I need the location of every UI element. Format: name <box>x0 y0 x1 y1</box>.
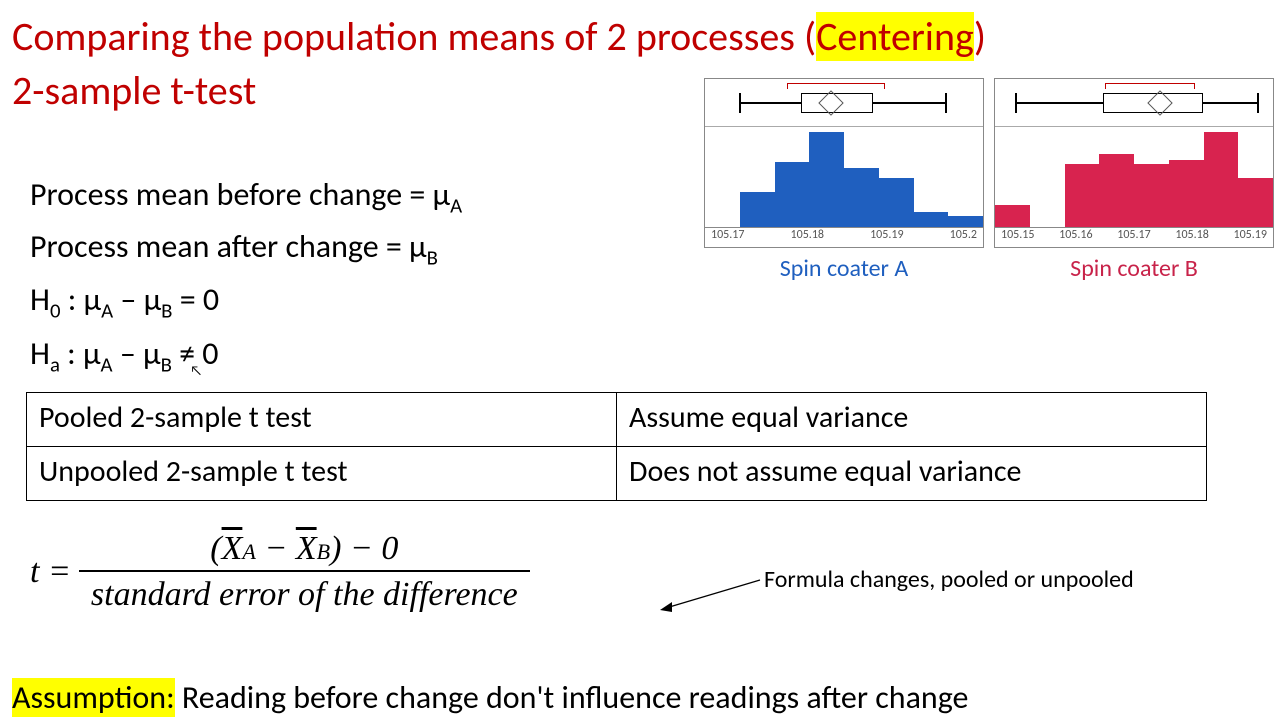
chart-panel-b: 105.15 105.16 105.17 105.18 105.19 Spin coat… <box>994 78 1274 283</box>
histogram-bar <box>1099 154 1134 227</box>
histogram-bar <box>1204 132 1239 227</box>
histogram-b: 105.15 105.16 105.17 105.18 105.19 <box>995 127 1273 247</box>
title-line1-post: ) <box>974 12 986 61</box>
cell-pooled-name: Pooled 2-sample t test <box>27 393 617 447</box>
formula-annotation: Formula changes, pooled or unpooled <box>764 565 1134 594</box>
title-line2: 2-sample t-test <box>12 66 256 115</box>
alt-hypothesis: Ha : μA – μB ≠ 0 <box>30 329 462 381</box>
axis-tick: 105.2 <box>950 228 977 247</box>
denominator: standard error of the difference <box>79 570 530 614</box>
numerator: (XA − XB) − 0 <box>198 530 410 570</box>
axis-tick: 105.17 <box>1117 228 1150 247</box>
histogram-bar <box>775 162 810 227</box>
t-statistic-formula: t = (XA − XB) − 0 standard error of the … <box>30 530 538 614</box>
assumption-text: Reading before change don't influence re… <box>175 678 969 717</box>
title-highlight: Centering <box>816 12 974 61</box>
definitions-block: Process mean before change = μA Process … <box>30 170 462 381</box>
chart-b-label: Spin coater B <box>994 254 1274 283</box>
axis-tick: 105.18 <box>1175 228 1208 247</box>
histogram-bar <box>809 132 844 227</box>
histogram-bar <box>948 216 983 227</box>
axis-tick: 105.19 <box>1234 228 1267 247</box>
boxplot-a <box>705 79 983 127</box>
histogram-bar <box>844 168 879 227</box>
histogram-bar <box>995 205 1030 227</box>
chart-a-label: Spin coater A <box>704 254 984 283</box>
fraction: (XA − XB) − 0 standard error of the diff… <box>79 530 530 614</box>
histogram-bar <box>740 192 775 227</box>
mouse-cursor-icon: ↖ <box>190 362 202 379</box>
chart-panel-a: 105.17 105.18 105.19 105.2 Spin coater A <box>704 78 984 283</box>
cell-unpooled-desc: Does not assume equal variance <box>617 447 1207 501</box>
histogram-bar <box>1169 160 1204 227</box>
histogram-bar <box>1065 164 1100 227</box>
axis-tick: 105.16 <box>1059 228 1092 247</box>
arrow-icon <box>660 578 765 618</box>
null-hypothesis: H0 : μA – μB = 0 <box>30 275 462 327</box>
boxplot-b <box>995 79 1273 127</box>
cell-pooled-desc: Assume equal variance <box>617 393 1207 447</box>
ttest-variants-table: Pooled 2-sample t test Assume equal vari… <box>26 392 1207 501</box>
cell-unpooled-name: Unpooled 2-sample t test <box>27 447 617 501</box>
mean-after: Process mean after change = μB <box>30 222 462 274</box>
table-row: Pooled 2-sample t test Assume equal vari… <box>27 393 1207 447</box>
axis-tick: 105.19 <box>870 228 903 247</box>
axis-tick: 105.15 <box>1001 228 1034 247</box>
histogram-bar <box>879 178 914 227</box>
histogram-bar <box>1238 178 1273 227</box>
title-line1-pre: Comparing the population means of 2 proc… <box>12 12 816 61</box>
table-row: Unpooled 2-sample t test Does not assume… <box>27 447 1207 501</box>
assumption-line: Assumption: Reading before change don't … <box>12 678 968 717</box>
histogram-bar <box>1134 164 1169 227</box>
charts-container: 105.17 105.18 105.19 105.2 Spin coater A 10… <box>704 78 1274 283</box>
histogram-a: 105.17 105.18 105.19 105.2 <box>705 127 983 247</box>
axis-tick: 105.17 <box>711 228 744 247</box>
assumption-label: Assumption: <box>12 678 175 717</box>
mean-before: Process mean before change = μA <box>30 170 462 222</box>
axis-tick: 105.18 <box>791 228 824 247</box>
histogram-bar <box>914 212 949 227</box>
